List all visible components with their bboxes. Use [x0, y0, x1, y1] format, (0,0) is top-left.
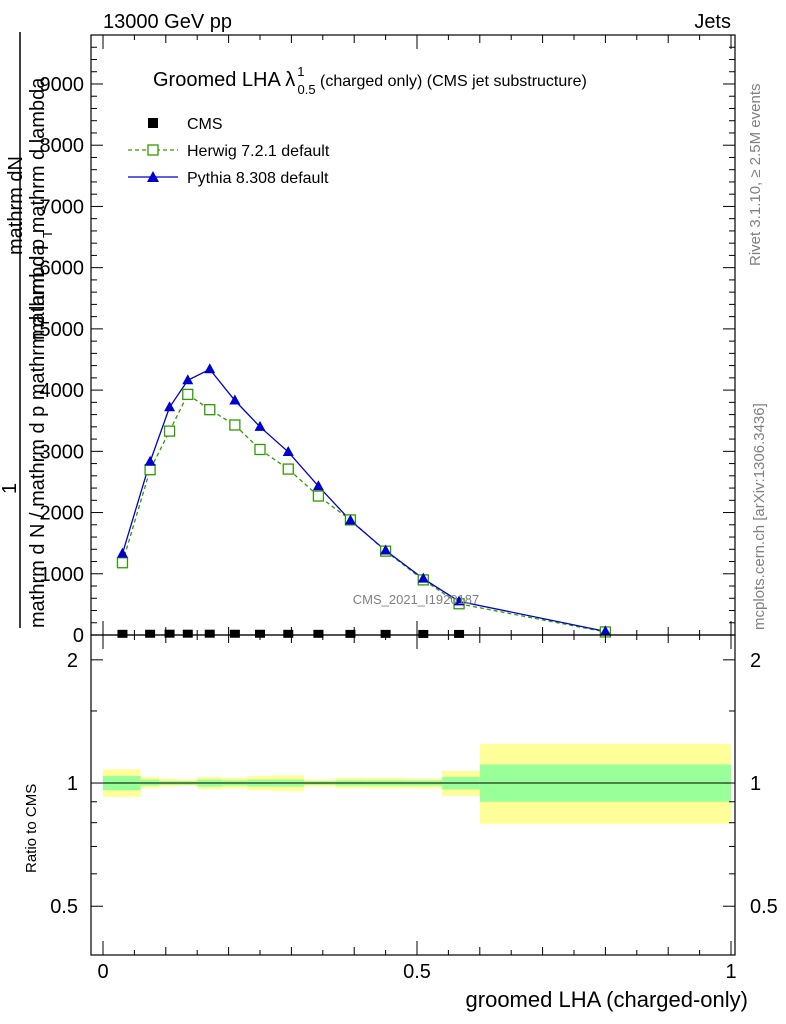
analysis-watermark: CMS_2021_I1920187 — [353, 592, 480, 607]
legend-cms-marker — [148, 118, 158, 128]
pythia-point — [229, 394, 241, 405]
y-tick-label: 3000 — [40, 441, 85, 463]
cms-point — [283, 629, 294, 638]
ratio-y-tick-label-right: 0.5 — [750, 896, 778, 918]
main-panel: 0 1000 2000 3000 4000 5000 6000 7000 8000 9000 Gr… — [40, 34, 736, 647]
cms-point — [345, 629, 356, 638]
ylabel-bottom: mathrm d N / mathrm d p mathrm d lambda — [27, 244, 49, 628]
ratio-y-tick-label-left: 1 — [67, 773, 78, 795]
main-series — [116, 363, 612, 638]
cms-point — [117, 629, 128, 638]
cms-point — [380, 629, 391, 638]
y-tick-label: 6000 — [40, 258, 85, 280]
cms-point — [145, 629, 156, 638]
cms-point — [313, 629, 324, 638]
pythia-point — [254, 420, 266, 431]
pythia-point — [380, 544, 392, 555]
y-tick-label: 5000 — [40, 319, 85, 341]
main-y-axis-label: mathrm dN mathrm d p mathrm d lambda T 1… — [0, 32, 55, 628]
ratio-ticks: 0 0.5 1 0.5 0.5 1 1 2 2 — [50, 635, 778, 983]
pythia-point — [453, 595, 465, 606]
pythia-point — [599, 625, 611, 636]
herwig-line — [121, 393, 606, 633]
ylabel-mid: mathrm d p mathrm d lambda — [27, 77, 49, 340]
herwig-point — [144, 464, 156, 476]
herwig-point — [254, 443, 266, 456]
cms-point — [164, 629, 175, 638]
pythia-point — [164, 401, 176, 412]
chart-title-main: Groomed LHA λ — [153, 69, 295, 91]
x-axis-label: groomed LHA (charged-only) — [466, 987, 748, 1012]
y-tick-label: 4000 — [40, 380, 85, 402]
herwig-point — [182, 388, 194, 401]
pythia-point — [116, 547, 128, 558]
ratio-frame — [90, 634, 736, 956]
legend: CMS Herwig 7.2.1 default Pythia 8.308 de… — [128, 116, 330, 187]
process-label: Jets — [694, 11, 731, 33]
chart-title: Groomed LHA λ 1 0.5 (charged only) (CMS je… — [153, 64, 587, 97]
pythia-point — [312, 480, 324, 491]
herwig-point — [204, 404, 216, 416]
cms-point — [229, 629, 240, 638]
cms-point — [182, 629, 193, 638]
legend-pythia-label: Pythia 8.308 default — [187, 170, 329, 187]
y-tick-label: 0 — [73, 625, 84, 647]
mcplots-label: mcplots.cern.ch [arXiv:1306.3436] — [751, 403, 768, 630]
chart-title-sub: 0.5 — [298, 82, 316, 97]
pythia-point — [144, 455, 156, 466]
cms-point — [418, 629, 429, 638]
herwig-point — [312, 490, 325, 502]
herwig-point — [116, 557, 129, 569]
ratio-y-label: Ratio to CMS — [23, 784, 40, 873]
chart-title-suffix: (charged only) (CMS jet substructure) — [316, 73, 587, 90]
ylabel-top: mathrm dN — [5, 156, 27, 255]
cms-point — [204, 629, 215, 638]
herwig-point — [163, 425, 176, 437]
pythia-line — [121, 368, 606, 632]
pythia-point — [182, 374, 194, 385]
pythia-point — [344, 514, 356, 525]
pythia-point — [417, 572, 429, 583]
y-tick-label: 8000 — [40, 135, 85, 157]
ratio-y-tick-label-right: 2 — [750, 650, 761, 672]
herwig-point — [282, 463, 294, 475]
herwig-point — [229, 419, 241, 431]
ratio-bands — [103, 744, 731, 824]
legend-pythia-marker — [147, 171, 159, 182]
cms-point — [255, 629, 265, 638]
cms-point — [454, 629, 465, 638]
x-tick-label: 1 — [725, 961, 736, 983]
rivet-label: Rivet 3.1.10, ≥ 2.5M events — [747, 84, 764, 267]
pythia-point — [282, 445, 294, 456]
y-tick-label: 9000 — [40, 74, 85, 96]
pythia-point — [204, 363, 216, 374]
legend-herwig-marker — [147, 144, 159, 156]
y-tick-label: 7000 — [40, 196, 85, 218]
x-tick-label: 0.5 — [403, 961, 431, 983]
x-tick-label: 0 — [97, 961, 108, 983]
legend-cms-label: CMS — [187, 116, 223, 133]
ylabel-mid-sub: T — [40, 230, 55, 238]
y-tick-label: 2000 — [40, 503, 85, 525]
ylabel-one: 1 — [0, 483, 21, 494]
ratio-y-tick-label-left: 2 — [67, 650, 78, 672]
y-tick-label: 1000 — [40, 564, 85, 586]
ratio-y-tick-label-right: 1 — [750, 773, 761, 795]
main-y-ticks: 0 1000 2000 3000 4000 5000 6000 7000 8000 9000 — [40, 34, 735, 647]
legend-herwig-label: Herwig 7.2.1 default — [187, 143, 330, 160]
ratio-panel: 0 0.5 1 0.5 0.5 1 1 2 2 Ratio to CMS groomed LHA… — [23, 634, 778, 1012]
ratio-y-tick-label-left: 0.5 — [50, 896, 78, 918]
energy-label: 13000 GeV pp — [103, 11, 232, 33]
chart-title-sup: 1 — [297, 64, 304, 79]
